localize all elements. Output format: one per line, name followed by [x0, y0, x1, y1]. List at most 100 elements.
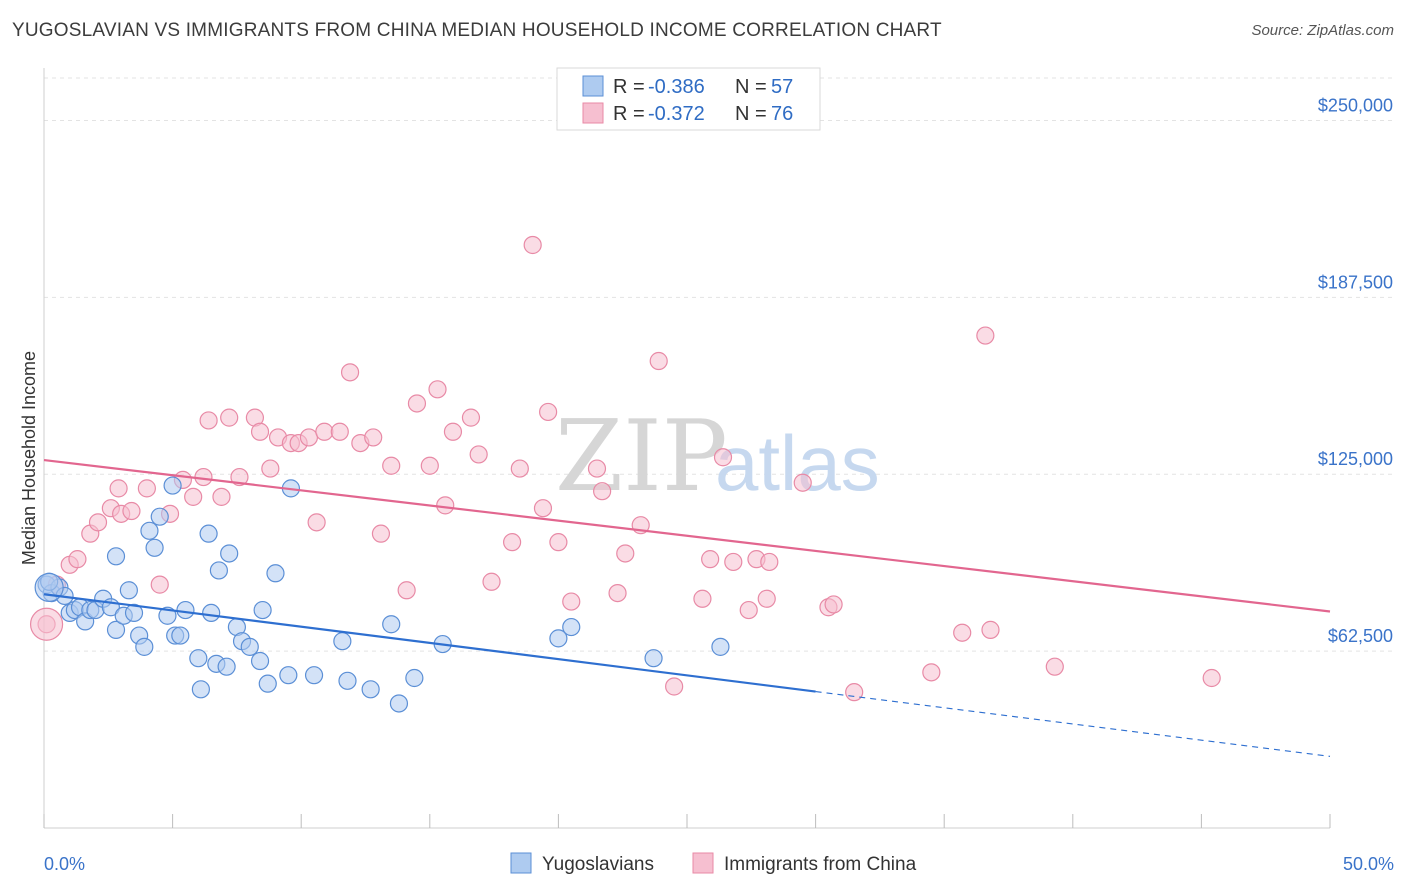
- china-point-62: [739, 600, 758, 620]
- y-tick-labels: $62,500 $125,000 $187,500 $250,000: [1318, 95, 1393, 646]
- china-point-69: [845, 683, 864, 702]
- china-point-30: [340, 363, 360, 382]
- china-point-17: [212, 487, 231, 506]
- china-point-26: [299, 428, 319, 447]
- yugoslavians-point-38: [250, 651, 270, 671]
- axes: [43, 68, 1331, 829]
- legend-swatch-pink: [582, 102, 604, 124]
- china-point-44: [503, 533, 522, 552]
- yugoslavians-point-28: [191, 680, 210, 699]
- china-point-50: [562, 592, 581, 611]
- yugoslavians-point-20: [145, 538, 164, 557]
- china-point-32: [364, 428, 383, 447]
- yugoslavians-point-48: [382, 615, 401, 634]
- yugoslavians-point-55: [711, 637, 730, 656]
- yugoslavians-point-16: [124, 603, 144, 623]
- china-point-cluster: [29, 607, 64, 641]
- yugoslavians-point-47: [361, 680, 380, 699]
- yugoslavians-point-19: [140, 521, 159, 540]
- china-point-74: [1045, 657, 1064, 676]
- china-point-9: [122, 501, 141, 521]
- china-point-33: [371, 524, 391, 543]
- china-point-16: [199, 411, 218, 430]
- china-point-38: [428, 380, 447, 399]
- china-point-65: [760, 552, 779, 572]
- y-tick-label-3: $250,000: [1318, 95, 1393, 115]
- legend-n-label-1: N =: [735, 76, 767, 98]
- legend-n-label-2: N =: [735, 103, 767, 125]
- yugoslavians-point-18: [135, 637, 154, 656]
- china-point-64: [757, 589, 776, 608]
- yugoslavians-point-45: [333, 632, 352, 651]
- yugoslavians-point-23: [163, 476, 182, 495]
- yugoslavians-point-50: [405, 668, 424, 688]
- china-point-54: [616, 544, 635, 563]
- china-point-68: [824, 595, 843, 614]
- china-point-72: [976, 326, 995, 345]
- yugoslavians-point-52: [549, 629, 568, 648]
- yugoslavians-point-21: [150, 507, 169, 526]
- yugoslavians-point-39: [253, 600, 272, 620]
- china-point-43: [482, 572, 501, 591]
- china-point-37: [420, 456, 439, 475]
- source-label: Source: ZipAtlas.com: [1251, 22, 1394, 39]
- china-point-71: [953, 623, 972, 642]
- china-point-70: [922, 663, 941, 682]
- yugoslavians-point-40: [258, 674, 277, 693]
- china-point-46: [523, 235, 542, 255]
- legend-r-label-1: R =: [613, 76, 645, 98]
- china-point-36: [407, 394, 427, 413]
- china-point-52: [593, 482, 612, 501]
- china-point-56: [649, 351, 668, 371]
- china-point-60: [713, 448, 733, 467]
- china-point-41: [461, 408, 481, 427]
- china-point-73: [981, 620, 1000, 639]
- legend-r-label-2: R =: [613, 103, 645, 125]
- legend-label-china: Immigrants from China: [724, 854, 917, 875]
- y-tick-label-2: $187,500: [1318, 272, 1393, 292]
- china-point-58: [693, 589, 712, 608]
- yugoslavians-point-26: [176, 600, 195, 620]
- trend-line-yugoslavians-extension: [815, 690, 1331, 757]
- yugoslavians-point-44: [304, 666, 324, 685]
- china-point-61: [724, 552, 743, 572]
- china-point-5: [88, 513, 108, 532]
- legend-r-value-1: -0.386: [648, 76, 705, 98]
- china-point-48: [539, 402, 558, 422]
- china-point-47: [533, 499, 553, 518]
- china-point-40: [443, 422, 463, 441]
- x-tick-label-min: 0.0%: [44, 854, 85, 874]
- china-point-59: [701, 550, 720, 569]
- legend-label-yugoslavians: Yugoslavians: [542, 854, 654, 875]
- china-point-22: [261, 459, 280, 478]
- yugoslavians-point-54: [644, 649, 663, 668]
- y-tick-label-0: $62,500: [1328, 626, 1393, 646]
- yugoslavians-point-49: [389, 694, 409, 713]
- china-point-28: [315, 422, 334, 441]
- y-axis-title: Median Household Income: [19, 351, 39, 565]
- yugoslavians-point-27: [189, 649, 208, 668]
- china-point-53: [608, 583, 627, 603]
- legend-swatch-china: [692, 852, 714, 874]
- china-point-7: [109, 479, 128, 498]
- watermark-atlas: atlas: [715, 419, 880, 507]
- yugoslavians-point-cluster: [34, 572, 64, 603]
- yugoslavians-point-34: [220, 544, 239, 563]
- china-point-75: [1202, 668, 1221, 688]
- yugoslavians-point-42: [279, 666, 298, 685]
- legend-swatch-blue: [582, 75, 604, 97]
- china-point-19: [230, 467, 249, 487]
- yugoslavians-point-33: [217, 657, 236, 676]
- yugoslavians-point-13: [106, 547, 126, 566]
- china-point-39: [436, 496, 455, 515]
- legend-n-value-2: 76: [771, 103, 793, 125]
- watermark-zip: ZIP: [555, 400, 728, 514]
- yugoslavians-point-25: [171, 626, 190, 645]
- yugoslavians-point-30: [202, 603, 221, 623]
- yugoslavians-point-12: [106, 620, 126, 639]
- yugoslavians-point-32: [209, 561, 228, 580]
- china-point-57: [665, 677, 684, 696]
- x-tick-label-max: 50.0%: [1343, 854, 1394, 874]
- correlation-legend: R = -0.386 N = 57 R = -0.372 N = 76: [556, 67, 821, 131]
